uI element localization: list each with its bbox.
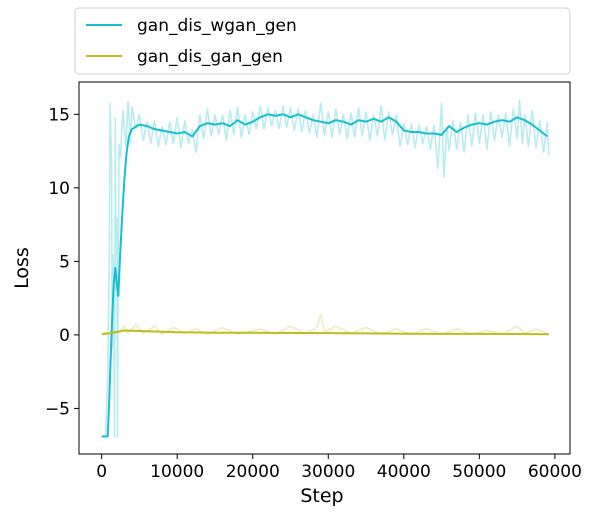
x-tick-label: 60000 (528, 462, 582, 482)
x-tick-label: 10000 (150, 462, 204, 482)
y-tick-label: 15 (48, 105, 70, 125)
y-axis-title: Loss (11, 247, 33, 289)
x-tick-label: 20000 (226, 462, 280, 482)
plot-area: 0 10000 20000 30000 40000 50000 60000 −5 0 5 10 15 (45, 82, 582, 482)
plot-frame (79, 82, 570, 454)
x-tick-label: 30000 (301, 462, 355, 482)
y-axis-ticks: −5 0 5 10 15 (45, 105, 79, 419)
legend-label-gan-dis-wgan-gen: gan_dis_wgan_gen (137, 16, 297, 36)
x-axis-title: Step (300, 485, 343, 507)
y-tick-label: 0 (59, 326, 70, 346)
legend-label-gan-dis-gan-gen: gan_dis_gan_gen (137, 47, 283, 67)
x-tick-label: 40000 (377, 462, 431, 482)
y-tick-label: −5 (45, 399, 70, 419)
legend: gan_dis_wgan_gen gan_dis_gan_gen (75, 8, 570, 74)
y-tick-label: 5 (59, 252, 70, 272)
x-tick-label: 0 (96, 462, 107, 482)
y-tick-label: 10 (48, 179, 70, 199)
x-axis-ticks: 0 10000 20000 30000 40000 50000 60000 (96, 454, 582, 482)
x-tick-label: 50000 (452, 462, 506, 482)
